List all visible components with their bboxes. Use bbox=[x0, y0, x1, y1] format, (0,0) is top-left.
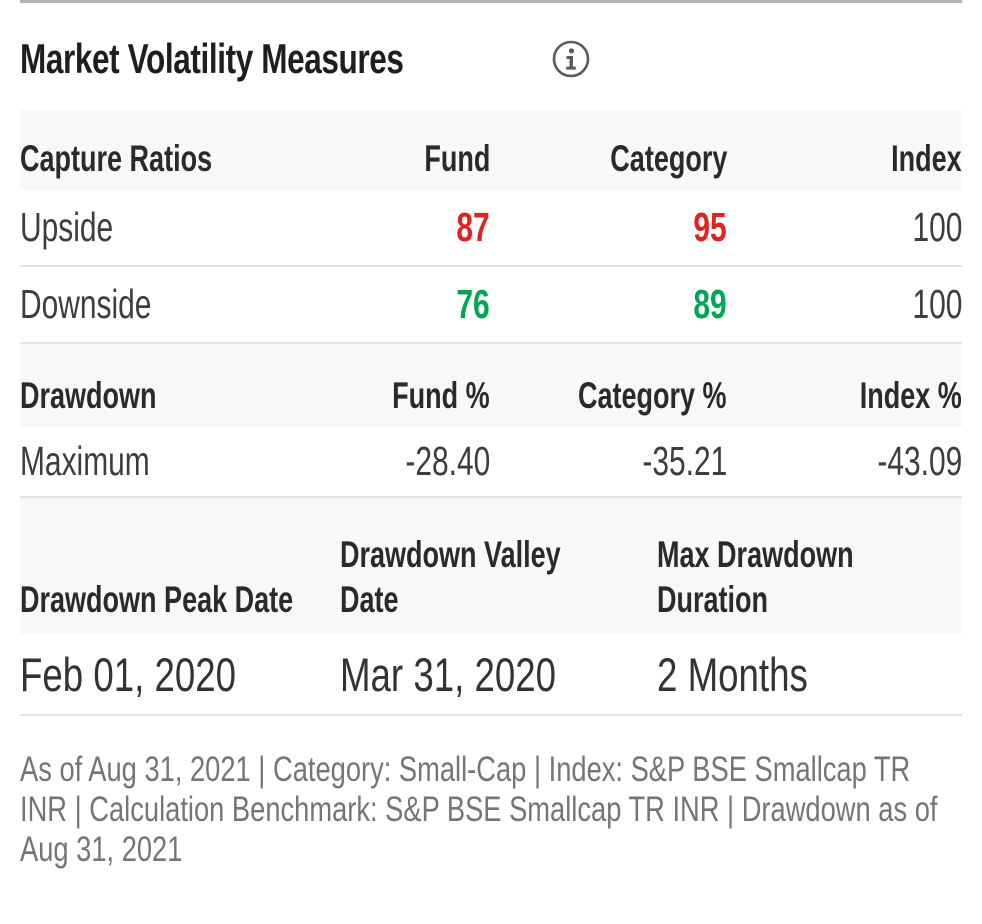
drawdown-valley-date-value: Mar 31, 2020 bbox=[340, 647, 557, 701]
header-drawdown-peak-date: Drawdown Peak Date bbox=[20, 579, 294, 620]
drawdown-header-row: Drawdown Fund % Category % Index % bbox=[20, 344, 962, 427]
capture-ratios-table: Capture Ratios Fund Category Index Upsid… bbox=[20, 110, 962, 344]
table-row-upside: Upside 87 95 100 bbox=[20, 190, 962, 267]
upside-fund-value: 87 bbox=[456, 204, 490, 250]
upside-category-value: 95 bbox=[693, 204, 727, 250]
info-icon[interactable] bbox=[551, 39, 591, 79]
row-label: Maximum bbox=[20, 438, 150, 484]
maximum-fund-value: -28.40 bbox=[405, 438, 490, 484]
table-row-downside: Downside 76 89 100 bbox=[20, 267, 962, 344]
header-fund: Fund bbox=[424, 138, 490, 179]
downside-category-value: 89 bbox=[693, 281, 727, 327]
header-drawdown-valley-date: Drawdown Valley Date bbox=[340, 534, 561, 620]
header-category: Category bbox=[609, 138, 727, 179]
header-capture-ratios: Capture Ratios bbox=[20, 138, 213, 179]
market-volatility-section: Market Volatility Measures Capture Ratio… bbox=[20, 0, 962, 870]
footnote: As of Aug 31, 2021 | Category: Small-Cap… bbox=[20, 750, 938, 869]
table-row-maximum: Maximum -28.40 -35.21 -43.09 bbox=[20, 427, 962, 498]
header-drawdown: Drawdown bbox=[20, 375, 157, 416]
drawdown-dates-header-row: Drawdown Peak Date Drawdown Valley Date … bbox=[20, 498, 962, 634]
downside-index-value: 100 bbox=[912, 281, 962, 327]
downside-fund-value: 76 bbox=[456, 281, 490, 327]
section-title-row: Market Volatility Measures bbox=[20, 35, 962, 82]
table-row-drawdown-dates: Feb 01, 2020 Mar 31, 2020 2 Months bbox=[20, 634, 962, 716]
capture-ratios-header-row: Capture Ratios Fund Category Index bbox=[20, 110, 962, 190]
header-fund-pct: Fund % bbox=[392, 375, 490, 416]
info-icon-glyph bbox=[553, 40, 590, 78]
maximum-index-value: -43.09 bbox=[877, 438, 962, 484]
upside-index-value: 100 bbox=[912, 204, 962, 250]
row-label: Upside bbox=[20, 204, 114, 250]
max-drawdown-duration-value: 2 Months bbox=[657, 647, 808, 701]
row-label: Downside bbox=[20, 281, 152, 327]
header-category-pct: Category % bbox=[578, 375, 727, 416]
drawdown-table: Drawdown Fund % Category % Index % Maxim… bbox=[20, 344, 962, 498]
drawdown-peak-date-value: Feb 01, 2020 bbox=[20, 647, 237, 701]
header-index-pct: Index % bbox=[859, 375, 962, 416]
drawdown-dates-table: Drawdown Peak Date Drawdown Valley Date … bbox=[20, 498, 962, 716]
page-title: Market Volatility Measures bbox=[20, 35, 404, 82]
header-max-drawdown-duration: Max Drawdown Duration bbox=[657, 534, 854, 620]
header-index: Index bbox=[891, 138, 962, 179]
maximum-category-value: -35.21 bbox=[642, 438, 727, 484]
